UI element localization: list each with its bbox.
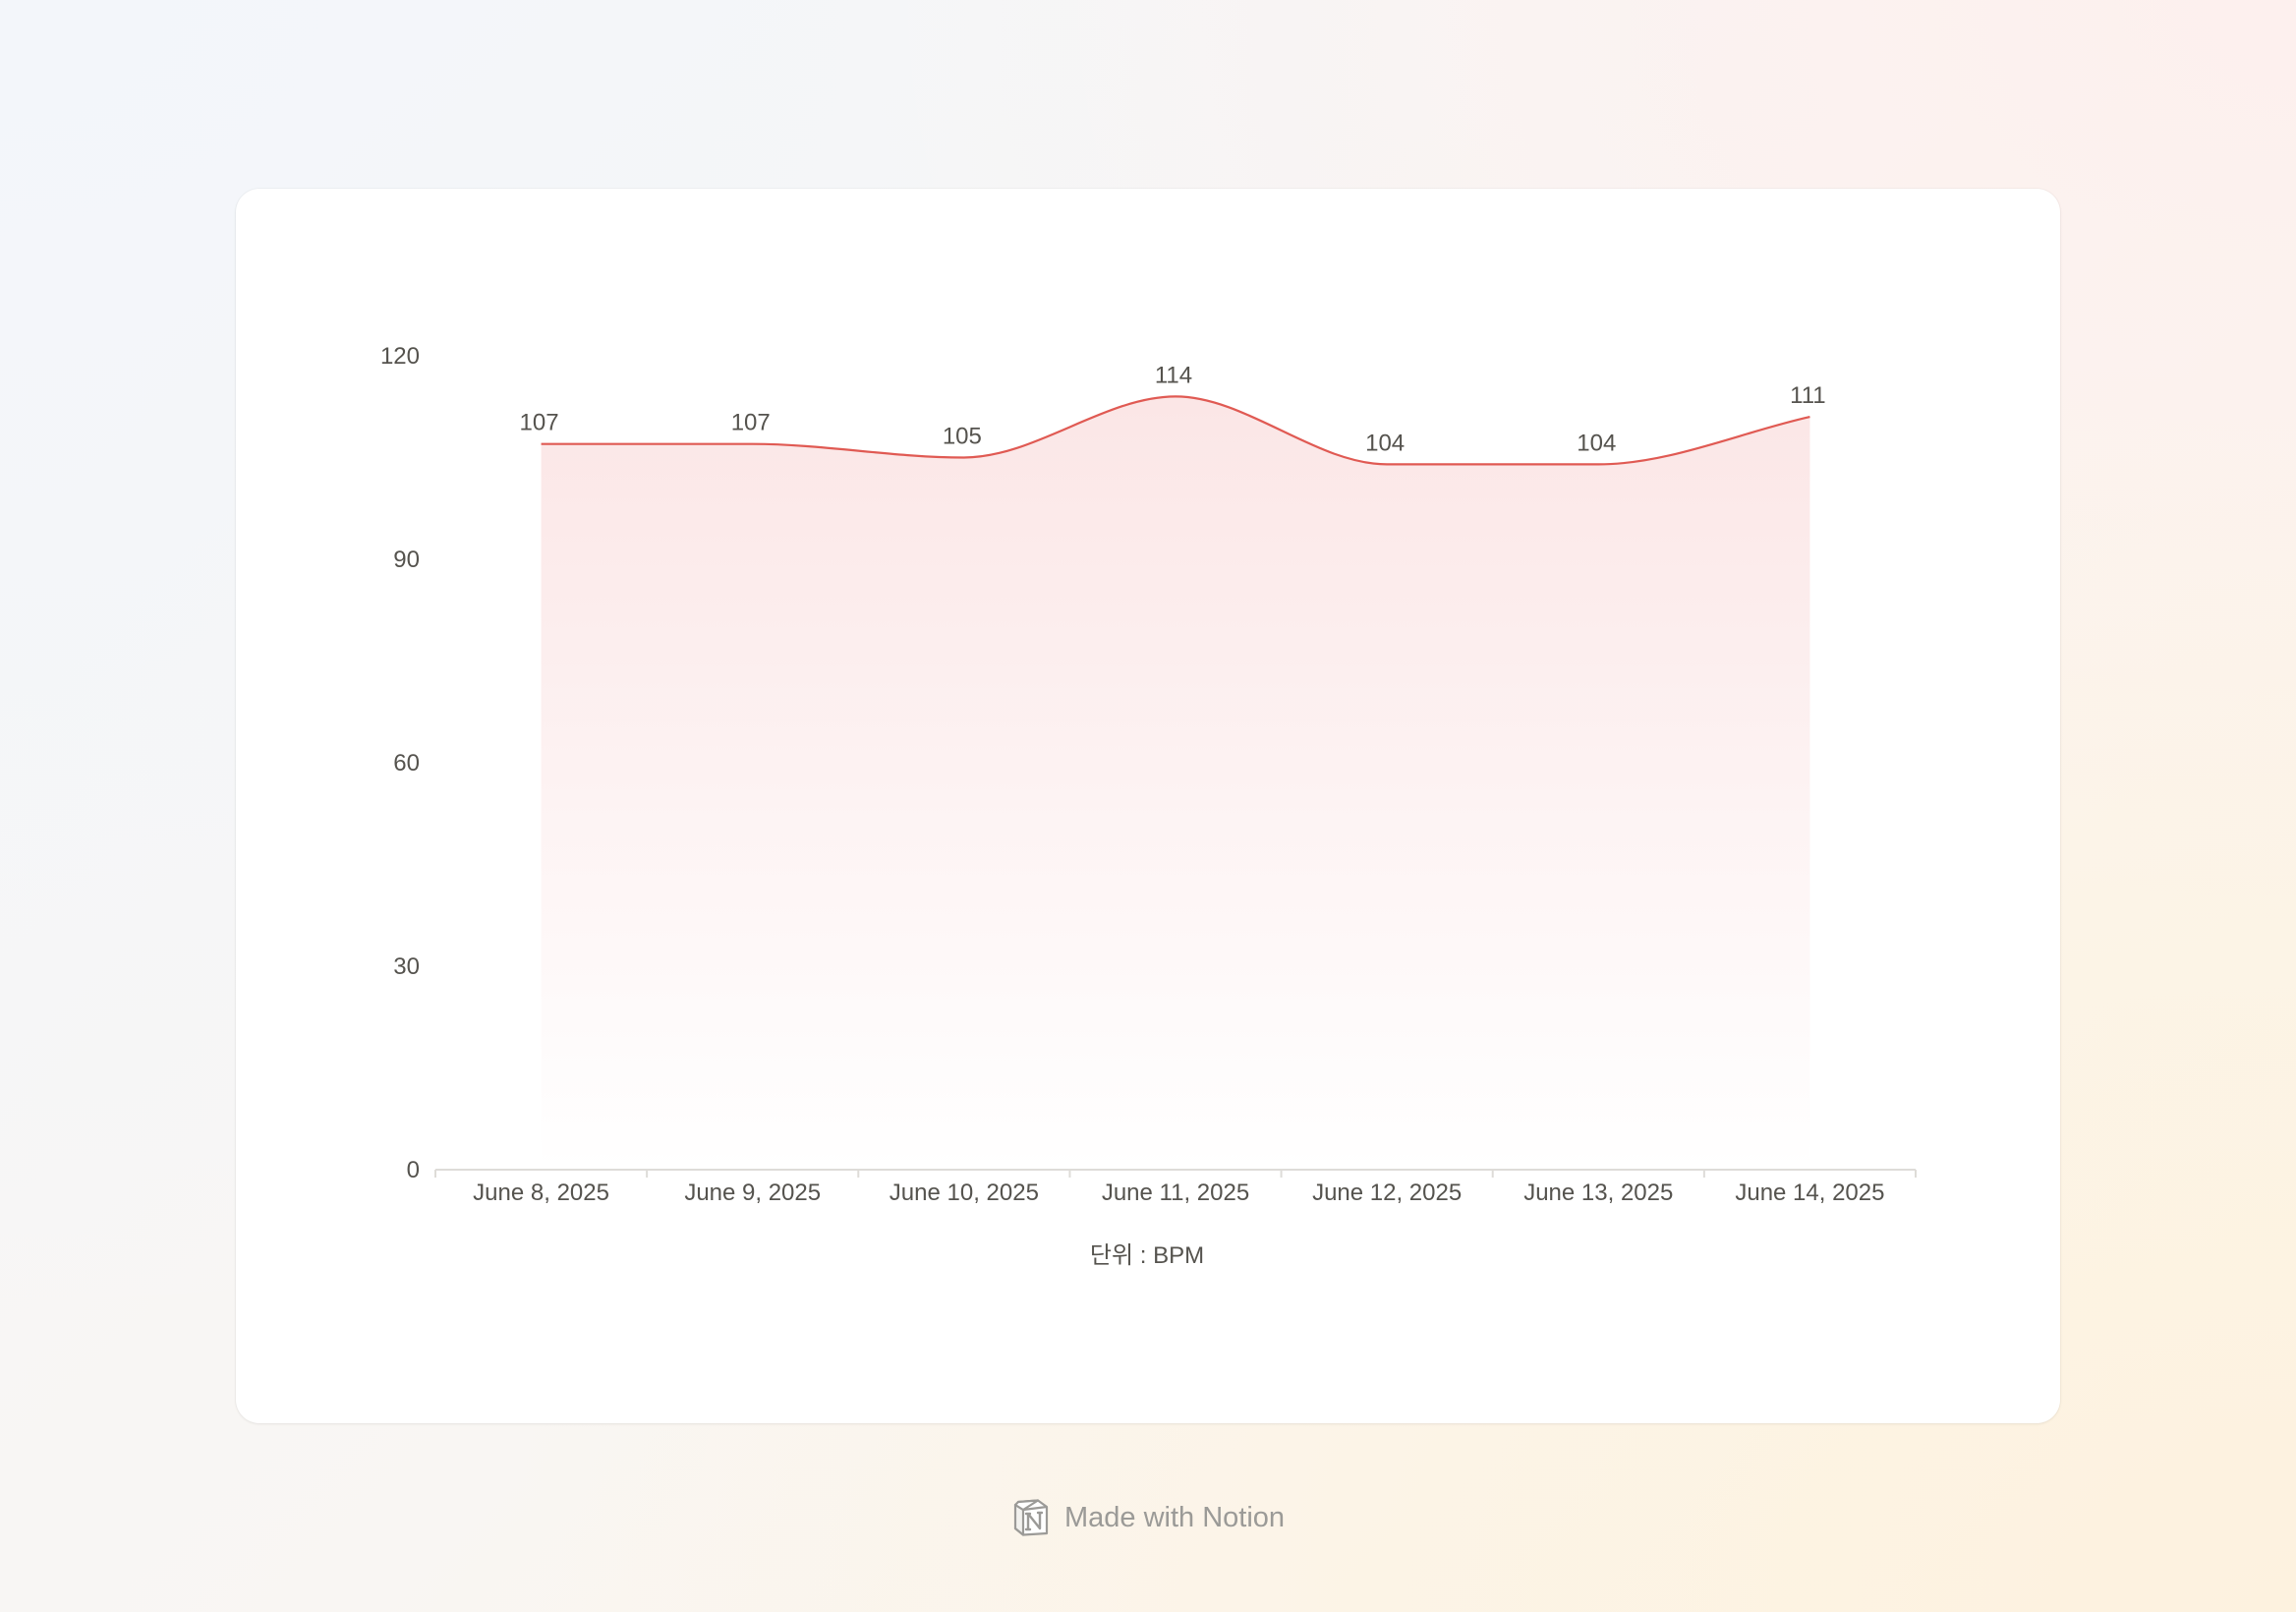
line-chart: June 8, 2025 June 9, 2025 June 10, 2025 Jun… <box>380 343 1917 1269</box>
series-line <box>541 395 1810 466</box>
y-tick-label: 120 <box>380 343 420 370</box>
data-label: 104 <box>1577 430 1616 456</box>
x-tick-label: June 14, 2025 <box>1735 1180 1884 1206</box>
x-tick-label: June 9, 2025 <box>684 1180 821 1206</box>
data-label: 105 <box>943 424 982 450</box>
data-label: 107 <box>731 410 771 436</box>
y-tick-label: 30 <box>393 953 420 980</box>
x-tick-label: June 12, 2025 <box>1312 1180 1462 1206</box>
x-tick-label: June 8, 2025 <box>473 1180 609 1206</box>
y-tick-label: 90 <box>393 547 420 573</box>
x-tick-label: June 10, 2025 <box>890 1180 1039 1206</box>
data-label: 104 <box>1365 430 1405 456</box>
x-tick-label: June 11, 2025 <box>1102 1180 1249 1206</box>
made-with-notion-footer[interactable]: Made with Notion <box>0 1494 2296 1541</box>
y-tick-label: 0 <box>407 1157 420 1183</box>
area-fill <box>541 396 1810 1170</box>
chart-card: June 8, 2025 June 9, 2025 June 10, 2025 Jun… <box>236 189 2060 1423</box>
data-label: 111 <box>1790 382 1825 409</box>
data-label: 107 <box>520 410 559 436</box>
x-tick-label: June 13, 2025 <box>1523 1180 1673 1206</box>
data-label: 114 <box>1155 362 1192 388</box>
y-tick-label: 60 <box>393 750 420 777</box>
footer-text: Made with Notion <box>1063 1501 1286 1533</box>
x-axis-title: 단위 : BPM <box>1090 1242 1204 1269</box>
notion-logo-icon <box>1011 1497 1051 1538</box>
